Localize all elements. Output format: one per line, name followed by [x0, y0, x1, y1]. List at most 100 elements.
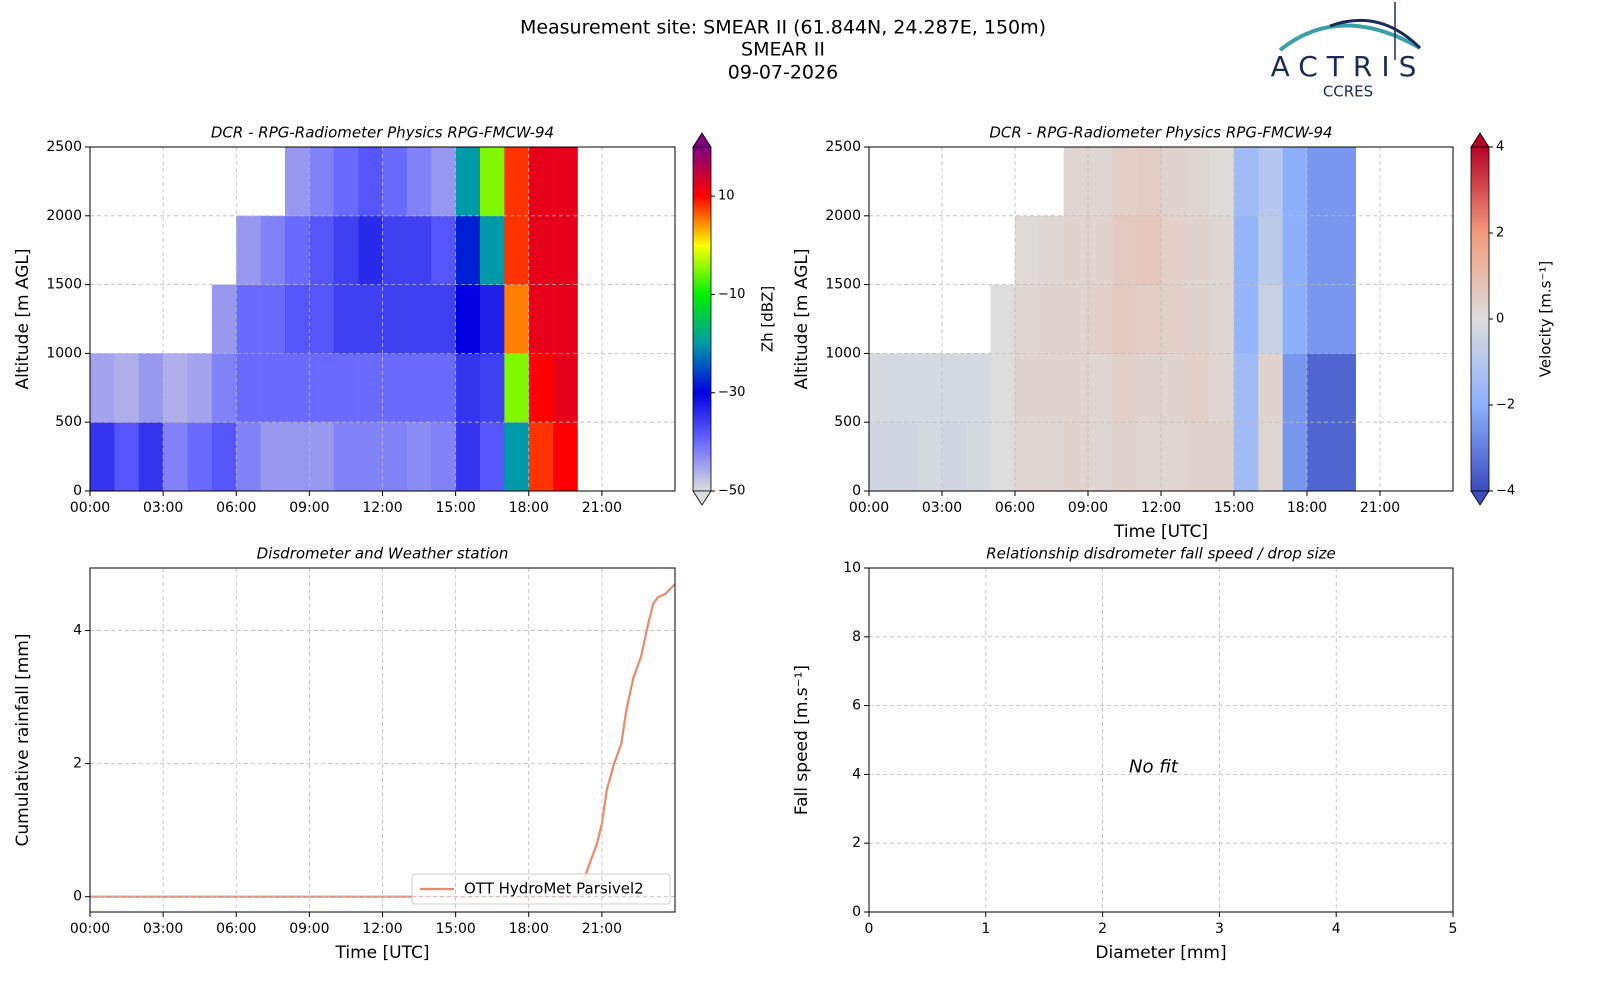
heatmap-cell: [1112, 284, 1137, 354]
heatmap-cell: [285, 422, 310, 492]
x-tick-label: 18:00: [509, 500, 549, 516]
heatmap-cell: [431, 422, 456, 492]
heatmap-cell: [285, 147, 310, 217]
heatmap-cell: [309, 353, 335, 423]
colorbar-label: Zh [dBZ]: [759, 286, 777, 352]
y-tick-label: 0: [73, 889, 82, 905]
heatmap-cell: [1282, 284, 1308, 354]
heatmap-cell: [1088, 422, 1113, 492]
heatmap-cell: [455, 422, 481, 492]
heatmap-cell: [528, 422, 554, 492]
heatmap-cell: [1234, 422, 1259, 492]
heatmap-cell: [236, 215, 261, 285]
heatmap-cell: [553, 147, 578, 217]
heatmap-cell: [260, 215, 286, 285]
x-tick-label: 12:00: [362, 500, 402, 516]
heatmap-cell: [1063, 147, 1089, 217]
heatmap-cell: [1112, 422, 1137, 492]
heatmap-cell: [917, 353, 943, 423]
panel-title: Disdrometer and Weather station: [257, 545, 509, 563]
x-axis-label: Diameter [mm]: [1095, 943, 1226, 963]
heatmap-cell: [333, 353, 359, 423]
heatmap-cell: [431, 284, 456, 354]
heatmap-cell: [455, 353, 481, 423]
y-tick-label: 8: [852, 629, 861, 645]
heatmap-cell: [163, 422, 188, 492]
heatmap-cell: [333, 215, 359, 285]
x-tick-label: 06:00: [995, 500, 1035, 516]
x-tick-label: 00:00: [70, 921, 110, 937]
heatmap-cell: [1331, 353, 1356, 423]
heatmap-cell: [431, 215, 456, 285]
heatmap-cell: [1039, 284, 1064, 354]
heatmap-cell: [1161, 422, 1186, 492]
y-tick-label: 2000: [46, 208, 82, 224]
heatmap-cell: [480, 215, 505, 285]
colorbar-extend-top: [692, 132, 712, 148]
heatmap-cell: [211, 422, 237, 492]
y-tick-label: 500: [55, 414, 82, 430]
heatmap-cell: [455, 215, 481, 285]
heatmap-cell: [1088, 215, 1113, 285]
y-tick-label: 2000: [825, 208, 861, 224]
panel-title: DCR - RPG-Radiometer Physics RPG-FMCW-94: [989, 124, 1332, 142]
x-tick-label: 06:00: [216, 921, 256, 937]
heatmap-cell: [358, 215, 383, 285]
heatmap-cell: [1185, 353, 1210, 423]
heatmap-cell: [1258, 215, 1283, 285]
header-title: Measurement site: SMEAR II (61.844N, 24.…: [520, 17, 1046, 39]
logo-arc: [1278, 23, 1421, 52]
heatmap-cell: [1161, 284, 1186, 354]
heatmap-cell: [528, 215, 554, 285]
colorbar: [692, 146, 712, 492]
colorbar-extend-bottom: [1470, 490, 1490, 506]
heatmap-cell: [1331, 147, 1356, 217]
colorbar-tick-label: −10: [718, 287, 745, 302]
y-axis-label: Fall speed [m.s⁻¹]: [792, 665, 812, 815]
heatmap-cell: [1161, 147, 1186, 217]
y-axis-label: Altitude [m AGL]: [13, 248, 33, 389]
y-tick-label: 1500: [825, 277, 861, 293]
x-tick-label: 03:00: [143, 500, 183, 516]
heatmap-cell: [1088, 284, 1113, 354]
y-tick-label: 4: [73, 623, 82, 639]
heatmap-cell: [553, 284, 578, 354]
y-tick-label: 0: [852, 904, 861, 920]
colorbar-extend-bottom: [692, 490, 712, 506]
logo-sub: CCRES: [1323, 83, 1373, 101]
heatmap-cell: [211, 284, 237, 354]
heatmap-cell: [1185, 147, 1210, 217]
heatmap-cell: [553, 215, 578, 285]
heatmap-cell: [1185, 422, 1210, 492]
heatmap-cell: [1039, 422, 1064, 492]
heatmap-cell: [1282, 422, 1308, 492]
x-tick-label: 09:00: [289, 500, 329, 516]
heatmap-cell: [309, 284, 335, 354]
line: [90, 583, 676, 898]
colorbar-tick-label: 0: [1496, 312, 1504, 327]
x-tick-label: 1: [981, 921, 990, 937]
logo: ACTRIS CCRES: [1271, 2, 1422, 101]
heatmap-cell: [942, 422, 967, 492]
x-tick-label: 09:00: [1068, 500, 1108, 516]
colorbar-tick-label: −30: [718, 385, 745, 400]
heatmap-cell: [1112, 215, 1137, 285]
x-tick-label: 15:00: [1214, 500, 1254, 516]
heatmap-cell: [1185, 284, 1210, 354]
x-tick-label: 3: [1215, 921, 1224, 937]
legend-label: OTT HydroMet Parsivel2: [464, 880, 644, 898]
colorbar-label: Velocity [m.s⁻¹]: [1537, 261, 1555, 377]
x-tick-label: 5: [1449, 921, 1458, 937]
heatmap-cell: [1015, 422, 1040, 492]
heatmap-cell: [504, 284, 530, 354]
heatmap-cell: [504, 422, 530, 492]
heatmap-cell: [480, 284, 505, 354]
heatmap-cell: [90, 422, 115, 492]
heatmap-cell: [942, 353, 967, 423]
heatmap-cell: [1136, 353, 1162, 423]
heatmap-cell: [1307, 147, 1332, 217]
x-tick-label: 18:00: [509, 921, 549, 937]
colorbar-tick-label: 4: [1496, 140, 1504, 155]
heatmap-cell: [187, 422, 213, 492]
